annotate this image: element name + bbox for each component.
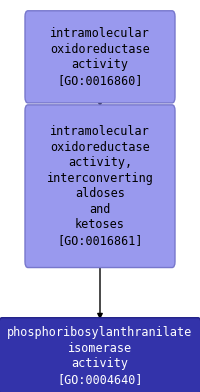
Text: intramolecular
oxidoreductase
activity,
interconverting
aldoses
and
ketoses
[GO:: intramolecular oxidoreductase activity, …: [47, 125, 153, 247]
Text: phosphoribosylanthranilate
isomerase
activity
[GO:0004640]: phosphoribosylanthranilate isomerase act…: [7, 326, 193, 386]
FancyBboxPatch shape: [25, 11, 175, 103]
FancyBboxPatch shape: [0, 318, 200, 392]
FancyBboxPatch shape: [25, 105, 175, 267]
Text: intramolecular
oxidoreductase
activity
[GO:0016860]: intramolecular oxidoreductase activity […: [50, 27, 150, 87]
